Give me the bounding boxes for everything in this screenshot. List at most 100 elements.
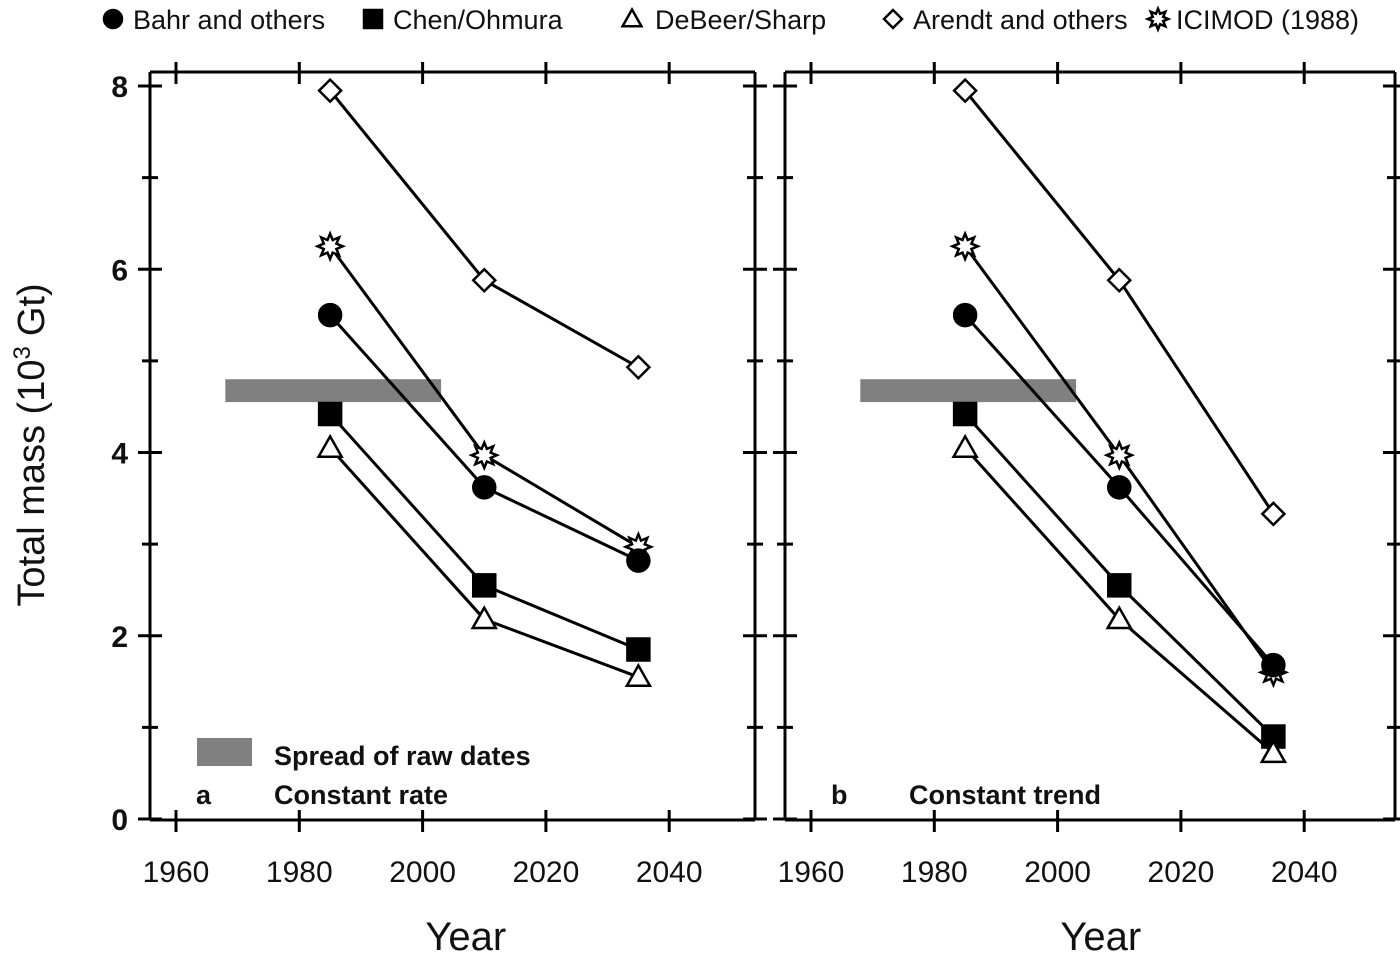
data-point-arendt-and-others [952,77,978,104]
x-axis-label: Year [425,915,506,957]
data-point-debeer-sharp-shape [1259,738,1288,764]
data-point-debeer-sharp [470,605,498,630]
x-tick-label: 2020 [513,856,580,889]
data-point-chen-ohmura-shape [317,401,343,427]
legend-item-chen-ohmura: Chen/Ohmura [362,5,564,35]
legend-marker-circle [102,8,124,30]
data-point-icimod-1988-shape [949,230,982,263]
data-point-bahr-and-others-shape [317,302,343,328]
x-tick-label: 1960 [778,856,845,889]
spread-legend-swatch [197,738,252,766]
data-point-debeer-sharp [1105,605,1133,630]
legend-marker-square-shape [362,8,384,30]
y-axis-label: Total mass (103 Gt) [9,283,53,606]
data-point-bahr-and-others [1107,475,1132,500]
data-point-arendt-and-others-shape [952,77,978,104]
data-point-bahr-and-others [317,302,343,328]
data-point-debeer-sharp [316,433,344,458]
panels: 0 2 4 6 8 1960 1980 2000 2020 2040 Year a Constant r… [111,62,1400,957]
y-tick-label: 4 [111,438,128,471]
data-point-icimod-1988 [949,230,982,263]
legend-marker-star [1144,5,1172,33]
spread-legend-label: Spread of raw dates [274,741,531,771]
legend-marker-triangle-shape [620,7,644,28]
data-point-bahr-and-others-shape [472,475,497,500]
data-point-debeer-sharp-shape [470,605,498,630]
data-point-debeer-sharp [624,662,653,688]
data-point-icimod-1988 [314,230,347,263]
data-point-bahr-and-others [952,302,978,328]
x-tick-label: 2040 [1271,856,1338,889]
data-point-arendt-and-others [625,354,652,381]
data-point-icimod-1988-shape [1103,439,1136,472]
panel-a: 0 2 4 6 8 1960 1980 2000 2020 2040 Year a Constant r… [111,62,767,957]
panel-title: Constant trend [909,780,1101,810]
data-point-bahr-and-others-shape [952,302,978,328]
data-point-bahr-and-others [472,475,497,500]
data-point-bahr-and-others-shape [1261,652,1286,678]
legend-label: Bahr and others [133,5,325,35]
y-axis-label-text: Total mass (103 Gt) [9,283,53,606]
x-tick-label: 1960 [143,856,210,889]
data-point-chen-ohmura-shape [1107,573,1132,598]
data-point-icimod-1988 [1103,439,1136,472]
data-point-icimod-1988 [468,439,501,472]
x-tick-label: 1980 [901,856,968,889]
y-tick-label: 2 [111,621,128,654]
legend-marker-triangle [620,7,644,28]
legend-item-arendt-and-others: Arendt and others [882,5,1128,35]
data-point-debeer-sharp-shape [624,662,653,688]
legend-marker-diamond [882,8,904,30]
y-tick-label: 0 [111,804,128,837]
data-point-icimod-1988-shape [314,230,347,263]
y-axis-label-superscript: 3 [9,346,36,359]
legend-label: ICIMOD (1988) [1176,5,1359,35]
data-point-arendt-and-others-shape [625,354,652,381]
legend-marker-diamond-shape [882,8,904,30]
x-tick-label: 2000 [389,856,456,889]
legend-marker-circle-shape [102,8,124,30]
data-point-arendt-and-others [317,77,343,104]
y-axis-label-main: Total mass (10 [11,360,53,607]
panel-letter: a [196,780,212,810]
series-line-arendt-and-others [328,89,640,369]
panel-b: 1960 1980 2000 2020 2040 Year b Constant trend [773,62,1400,957]
series-line-bahr-and-others [328,314,640,562]
data-point-chen-ohmura-shape [952,401,978,427]
legend-label: Arendt and others [913,5,1128,35]
y-tick-label: 8 [111,71,128,104]
x-tick-label: 2040 [636,856,703,889]
data-point-chen-ohmura [1107,573,1132,598]
legend-marker-star-shape [1144,5,1172,33]
legend-marker-square [362,8,384,30]
data-point-arendt-and-others-shape [1106,267,1133,294]
legend: Bahr and others Chen/Ohmura DeBeer/Sharp Ar… [102,5,1359,35]
data-point-debeer-sharp-shape [951,433,979,458]
x-tick-label: 2020 [1148,856,1215,889]
data-point-arendt-and-others-shape [471,267,498,294]
spread-of-raw-dates-bar [225,379,442,403]
series-lines [963,89,1275,755]
data-point-bahr-and-others-shape [626,548,651,573]
x-tick-label: 2000 [1024,856,1091,889]
data-point-bahr-and-others [1261,652,1286,678]
spread-of-raw-dates-bar [860,379,1077,403]
data-point-arendt-and-others [1260,501,1287,527]
data-point-debeer-sharp [1259,738,1288,764]
data-point-arendt-and-others [471,267,498,294]
data-point-arendt-and-others-shape [1260,501,1287,527]
x-axis-label: Year [1060,915,1141,957]
data-point-debeer-sharp [951,433,979,458]
panel-title: Constant rate [274,780,448,810]
legend-label: DeBeer/Sharp [655,5,826,35]
legend-label: Chen/Ohmura [393,5,564,35]
legend-item-icimod-1988: ICIMOD (1988) [1144,5,1359,35]
data-point-chen-ohmura [317,401,343,427]
y-tick-label: 6 [111,254,128,287]
legend-item-debeer-sharp: DeBeer/Sharp [620,5,826,35]
series-markers [949,77,1290,764]
data-point-chen-ohmura-shape [626,637,651,662]
y-axis-label-unit: Gt) [11,283,53,336]
